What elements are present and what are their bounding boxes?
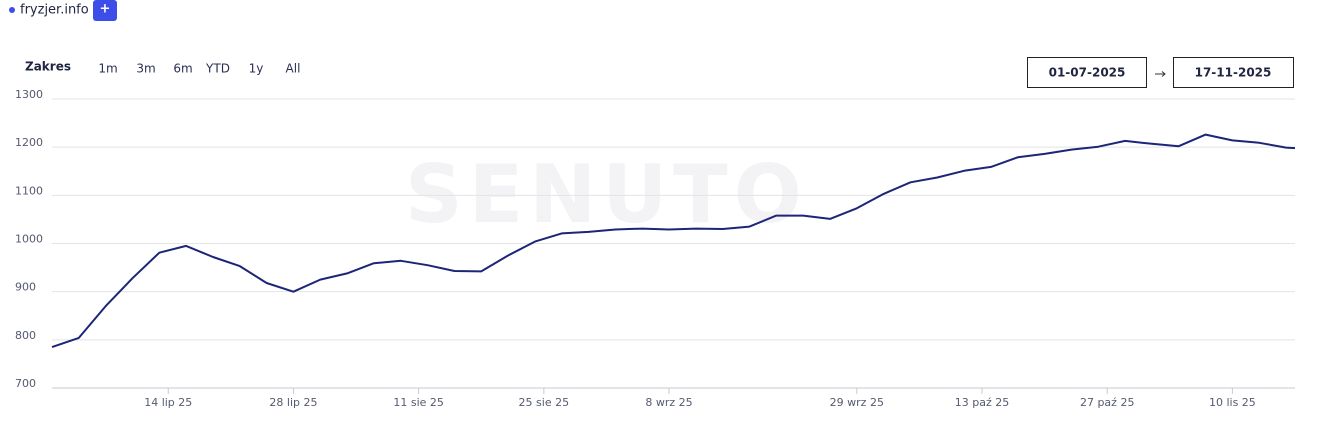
- arrow-head: [1161, 71, 1166, 77]
- date-from-text[interactable]: 01-07-2025: [1049, 66, 1126, 80]
- y-tick-label: 700: [15, 377, 36, 390]
- range-option[interactable]: YTD: [205, 62, 230, 76]
- date-to-box[interactable]: [1173, 57, 1294, 88]
- y-tick-label: 1200: [15, 136, 43, 149]
- watermark: SENUTO: [405, 148, 808, 241]
- y-tick-label: 1100: [15, 184, 43, 197]
- add-button-label[interactable]: +: [100, 2, 111, 17]
- y-tick-label: 800: [15, 329, 36, 342]
- range-option[interactable]: 3m: [136, 62, 155, 76]
- x-tick-label: 13 paź 25: [955, 396, 1009, 409]
- range-label: Zakres: [25, 60, 71, 74]
- x-tick-label: 28 lip 25: [269, 396, 317, 409]
- range-option[interactable]: 6m: [173, 62, 192, 76]
- legend-dot: [9, 7, 15, 13]
- y-tick-label: 900: [15, 281, 36, 294]
- add-button-bg[interactable]: [93, 0, 117, 21]
- y-tick-label: 1000: [15, 233, 43, 246]
- x-tick-label: 10 lis 25: [1209, 396, 1256, 409]
- x-tick-label: 29 wrz 25: [830, 396, 884, 409]
- series-line: [51, 133, 1296, 349]
- range-option[interactable]: 1y: [249, 62, 264, 76]
- range-option[interactable]: All: [286, 62, 301, 76]
- x-tick-label: 11 sie 25: [393, 396, 444, 409]
- x-tick-label: 25 sie 25: [519, 396, 570, 409]
- x-tick-label: 14 lip 25: [144, 396, 192, 409]
- add-button[interactable]: +: [93, 0, 117, 21]
- date-arrow: [1155, 71, 1166, 77]
- x-tick-label: 8 wrz 25: [645, 396, 692, 409]
- range-option[interactable]: 1m: [98, 62, 117, 76]
- date-from-box[interactable]: [1027, 57, 1147, 88]
- date-to-text[interactable]: 17-11-2025: [1195, 66, 1272, 80]
- legend-label: fryzjer.info: [20, 3, 89, 18]
- date-to[interactable]: 17-11-2025: [1173, 57, 1294, 88]
- y-tick-label: 1300: [15, 88, 43, 101]
- date-from[interactable]: 01-07-2025: [1027, 57, 1147, 88]
- x-tick-label: 27 paź 25: [1080, 396, 1134, 409]
